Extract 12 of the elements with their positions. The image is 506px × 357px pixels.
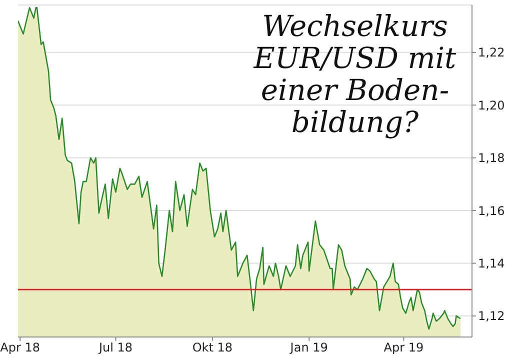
y-tick-label: 1,14: [478, 256, 505, 270]
y-tick-label: 1,18: [478, 151, 505, 166]
y-tick-label: 1,16: [478, 204, 505, 218]
x-tick-label: Jan 19: [289, 340, 328, 355]
x-tick-label: Apr 18: [0, 340, 40, 355]
x-tick-label: Jul 18: [98, 340, 133, 355]
y-tick-label: 1,22: [478, 46, 505, 60]
y-tick-label: 1,20: [478, 98, 505, 112]
text: Wechselkurs EUR/USD mit einer Boden-bildung?: [252, 9, 458, 139]
x-tick-label: Apr 19: [384, 340, 424, 355]
x-tick-label: Okt 18: [192, 340, 233, 355]
y-tick-label: 1,12: [478, 309, 505, 324]
